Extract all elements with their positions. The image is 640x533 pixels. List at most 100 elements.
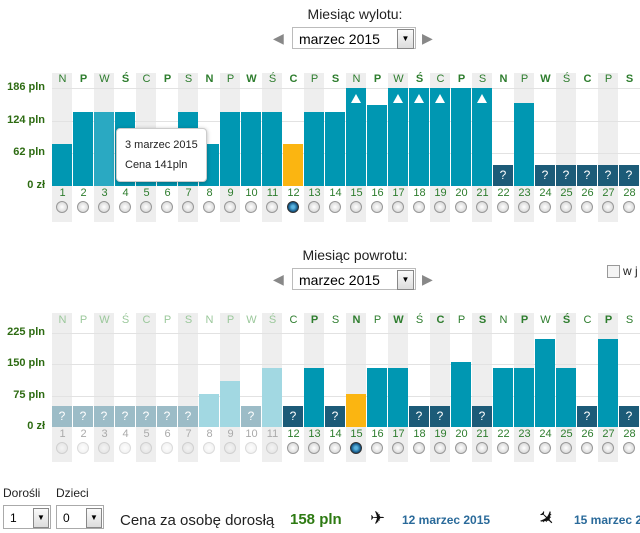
price-bar[interactable] bbox=[430, 88, 450, 186]
day-radio-button[interactable] bbox=[518, 442, 530, 454]
day-radio-button[interactable] bbox=[581, 201, 593, 213]
adults-select[interactable]: 1 ▼ bbox=[3, 505, 51, 529]
price-bar-unknown[interactable]: ? bbox=[325, 406, 345, 427]
price-bar[interactable] bbox=[514, 102, 534, 186]
price-bar[interactable] bbox=[304, 368, 324, 427]
day-radio-button[interactable] bbox=[476, 201, 488, 213]
day-radio-button[interactable] bbox=[203, 201, 215, 213]
price-bar[interactable] bbox=[73, 111, 93, 186]
departure-month-select[interactable]: marzec 2015 ▼ bbox=[292, 27, 416, 49]
price-bar[interactable] bbox=[451, 88, 471, 186]
day-radio-button[interactable] bbox=[476, 442, 488, 454]
prev-month-arrow-icon[interactable]: ◀ bbox=[273, 271, 284, 287]
price-bar[interactable] bbox=[367, 368, 387, 427]
price-bar-unknown[interactable]: ? bbox=[577, 165, 597, 186]
price-bar-unknown[interactable]: ? bbox=[598, 165, 618, 186]
day-radio-button[interactable] bbox=[602, 201, 614, 213]
price-bar-unknown[interactable]: ? bbox=[556, 165, 576, 186]
price-bar[interactable] bbox=[556, 368, 576, 427]
price-bar-unknown[interactable]: ? bbox=[283, 406, 303, 427]
day-radio-button[interactable] bbox=[623, 442, 635, 454]
price-bar[interactable] bbox=[409, 88, 429, 186]
departure-date-link[interactable]: 12 marzec 2015 bbox=[402, 513, 491, 527]
day-radio-button[interactable] bbox=[329, 201, 341, 213]
day-radio-button[interactable] bbox=[119, 201, 131, 213]
day-radio-button[interactable] bbox=[329, 442, 341, 454]
day-radio-button[interactable] bbox=[539, 442, 551, 454]
day-radio-button[interactable] bbox=[497, 442, 509, 454]
price-bar[interactable] bbox=[472, 88, 492, 186]
day-radio-button[interactable] bbox=[602, 442, 614, 454]
price-bar[interactable] bbox=[262, 111, 282, 186]
day-radio-button[interactable] bbox=[182, 201, 194, 213]
price-bar-unknown[interactable]: ? bbox=[472, 406, 492, 427]
day-radio-button[interactable] bbox=[308, 201, 320, 213]
day-radio-button[interactable] bbox=[497, 201, 509, 213]
return-date-link[interactable]: 15 marzec 2015 bbox=[574, 513, 640, 527]
price-bar-unknown[interactable]: ? bbox=[493, 165, 513, 186]
day-radio-button[interactable] bbox=[392, 442, 404, 454]
price-bar-unknown[interactable]: ? bbox=[409, 406, 429, 427]
price-bar[interactable] bbox=[598, 338, 618, 427]
price-bar-unknown[interactable]: ? bbox=[577, 406, 597, 427]
day-radio-button[interactable] bbox=[224, 201, 236, 213]
day-radio-button[interactable] bbox=[434, 442, 446, 454]
price-bar-unknown[interactable]: ? bbox=[430, 406, 450, 427]
price-bar[interactable] bbox=[346, 393, 366, 427]
day-radio-button[interactable] bbox=[455, 201, 467, 213]
price-bar[interactable] bbox=[451, 361, 471, 427]
price-bar-unknown[interactable]: ? bbox=[535, 165, 555, 186]
day-radio-button[interactable] bbox=[308, 442, 320, 454]
day-radio-button[interactable] bbox=[455, 442, 467, 454]
price-bar[interactable] bbox=[535, 338, 555, 427]
day-radio-button[interactable] bbox=[560, 442, 572, 454]
day-radio-button[interactable] bbox=[413, 442, 425, 454]
day-radio-button[interactable] bbox=[56, 201, 68, 213]
day-radio-button[interactable] bbox=[623, 201, 635, 213]
price-bar[interactable] bbox=[94, 111, 114, 186]
day-radio-button[interactable] bbox=[266, 201, 278, 213]
day-radio-button[interactable] bbox=[161, 201, 173, 213]
day-radio-button[interactable] bbox=[245, 201, 257, 213]
day-radio-button[interactable] bbox=[539, 201, 551, 213]
next-month-arrow-icon[interactable]: ▶ bbox=[422, 30, 433, 46]
price-bar[interactable] bbox=[52, 144, 72, 186]
day-radio-button[interactable] bbox=[350, 201, 362, 213]
price-bar[interactable] bbox=[220, 111, 240, 186]
price-bar[interactable] bbox=[388, 368, 408, 427]
day-radio-button[interactable] bbox=[287, 201, 299, 213]
day-radio-button[interactable] bbox=[287, 442, 299, 454]
day-radio-button[interactable] bbox=[560, 201, 572, 213]
price-bar[interactable] bbox=[241, 111, 261, 186]
day-radio-button[interactable] bbox=[518, 201, 530, 213]
price-bar[interactable] bbox=[514, 368, 534, 427]
price-bar[interactable] bbox=[325, 111, 345, 186]
price-bar[interactable] bbox=[283, 144, 303, 186]
day-radio-button[interactable] bbox=[350, 442, 362, 454]
price-bar-unknown[interactable]: ? bbox=[619, 165, 639, 186]
price-bar[interactable] bbox=[493, 368, 513, 427]
price-bar-unknown[interactable]: ? bbox=[619, 406, 639, 427]
price-bar[interactable] bbox=[367, 104, 387, 186]
day-radio-button[interactable] bbox=[434, 201, 446, 213]
price-bar[interactable] bbox=[304, 111, 324, 186]
return-month-select[interactable]: marzec 2015 ▼ bbox=[292, 268, 416, 290]
one-way-checkbox[interactable] bbox=[607, 265, 620, 278]
day-name-label: W bbox=[99, 73, 110, 85]
prev-month-arrow-icon[interactable]: ◀ bbox=[273, 30, 284, 46]
day-radio-button[interactable] bbox=[98, 201, 110, 213]
day-number-label: 5 bbox=[143, 428, 150, 440]
day-radio-button bbox=[140, 442, 152, 454]
price-bar[interactable] bbox=[346, 88, 366, 186]
day-radio-button[interactable] bbox=[371, 201, 383, 213]
day-name-label: Ś bbox=[268, 314, 277, 326]
day-radio-button[interactable] bbox=[371, 442, 383, 454]
price-bar[interactable] bbox=[388, 88, 408, 186]
next-month-arrow-icon[interactable]: ▶ bbox=[422, 271, 433, 287]
day-radio-button[interactable] bbox=[77, 201, 89, 213]
day-radio-button[interactable] bbox=[581, 442, 593, 454]
day-radio-button[interactable] bbox=[392, 201, 404, 213]
children-select[interactable]: 0 ▼ bbox=[56, 505, 104, 529]
day-radio-button[interactable] bbox=[140, 201, 152, 213]
day-radio-button[interactable] bbox=[413, 201, 425, 213]
